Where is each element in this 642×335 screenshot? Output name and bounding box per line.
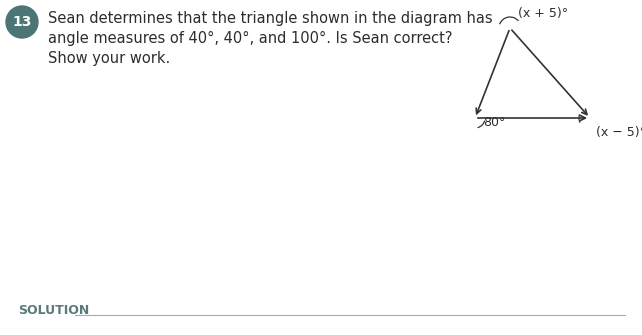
Text: angle measures of 40°, 40°, and 100°. Is Sean correct?: angle measures of 40°, 40°, and 100°. Is… [48,30,453,46]
Text: 80°: 80° [483,116,505,129]
Text: 13: 13 [12,15,31,29]
Text: SOLUTION: SOLUTION [18,304,89,317]
Text: (x − 5)°: (x − 5)° [596,126,642,139]
Text: (x + 5)°: (x + 5)° [518,7,568,20]
Text: Sean determines that the triangle shown in the diagram has: Sean determines that the triangle shown … [48,10,492,25]
Text: Show your work.: Show your work. [48,51,170,66]
Circle shape [6,6,38,38]
